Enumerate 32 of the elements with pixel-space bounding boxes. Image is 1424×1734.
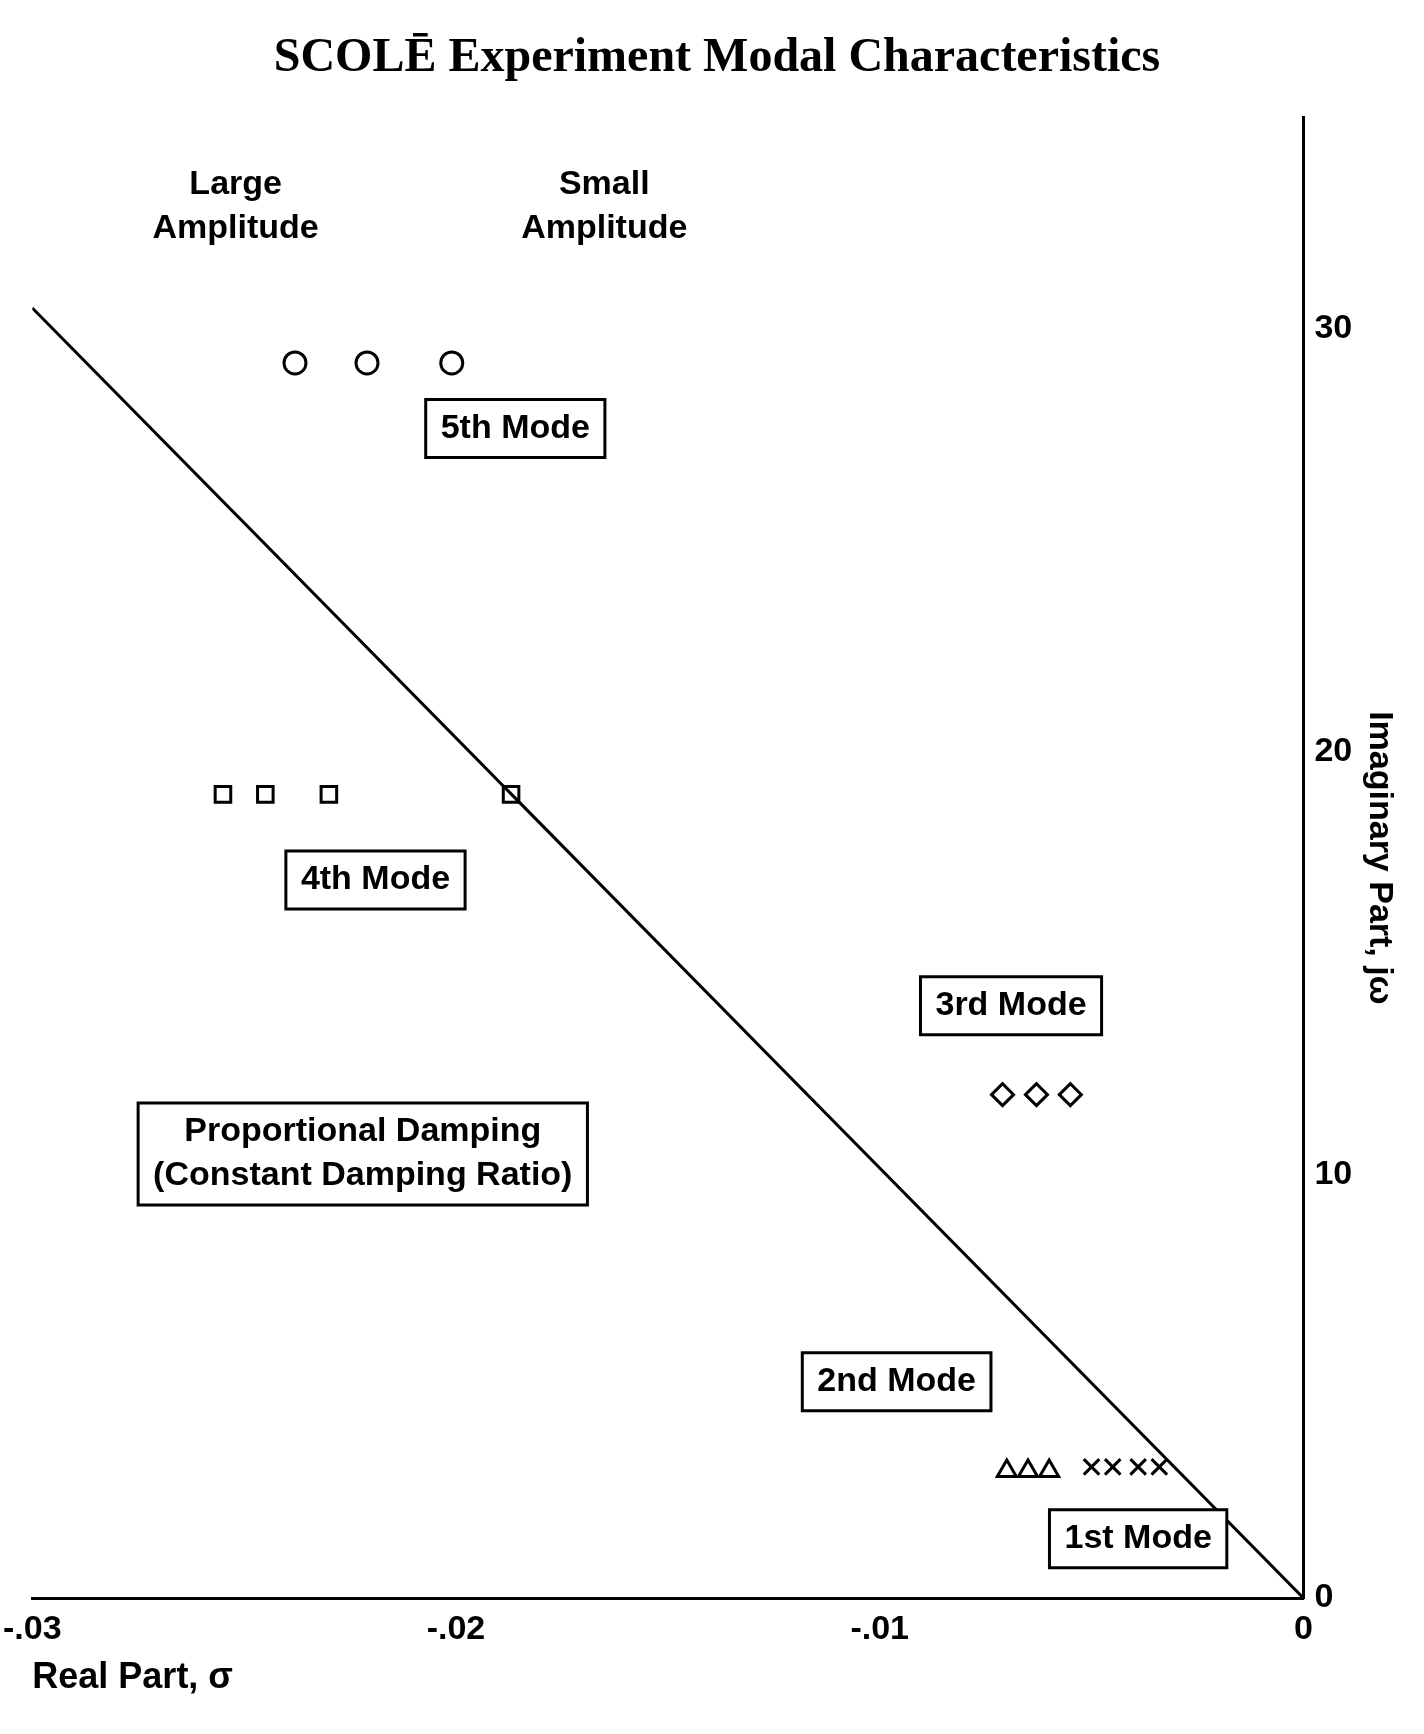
point <box>1150 1457 1169 1477</box>
point <box>213 785 233 804</box>
annotation: 5th Mode <box>440 406 590 445</box>
annotation: 3rd Mode <box>935 984 1087 1023</box>
annotation: Proportional Damping (Constant Damping Ratio) <box>153 1110 573 1193</box>
y-tick-label: 0 <box>1314 1576 1334 1615</box>
annotation: 4th Mode <box>300 858 451 897</box>
point <box>1128 1457 1148 1477</box>
x-axis-title: Real Part, σ <box>32 1655 234 1697</box>
point <box>354 350 380 376</box>
annotation: 1st Mode <box>1064 1517 1212 1556</box>
point <box>1103 1457 1122 1477</box>
chart-title: SCOLĒ Experiment Modal Characteristics <box>273 28 1161 82</box>
point <box>1082 1457 1101 1477</box>
y-tick-label: 10 <box>1314 1153 1353 1192</box>
annotation: Large Amplitude <box>152 162 319 245</box>
point <box>501 785 521 804</box>
point <box>1023 1082 1049 1108</box>
x-tick-label: -.03 <box>3 1607 62 1646</box>
annotation: Small Amplitude <box>521 162 688 245</box>
y-axis-title: Imaginary Part, jω <box>1363 711 1402 1005</box>
point <box>1057 1082 1083 1108</box>
point <box>282 350 308 376</box>
annotation: 2nd Mode <box>817 1360 976 1399</box>
y-tick-label: 30 <box>1314 307 1353 346</box>
point <box>319 785 339 804</box>
y-tick-label: 20 <box>1314 730 1353 769</box>
point <box>439 350 465 376</box>
x-tick-label: -.01 <box>850 1607 909 1646</box>
point <box>256 785 275 804</box>
x-tick-label: -.02 <box>426 1607 486 1646</box>
point <box>990 1082 1016 1108</box>
